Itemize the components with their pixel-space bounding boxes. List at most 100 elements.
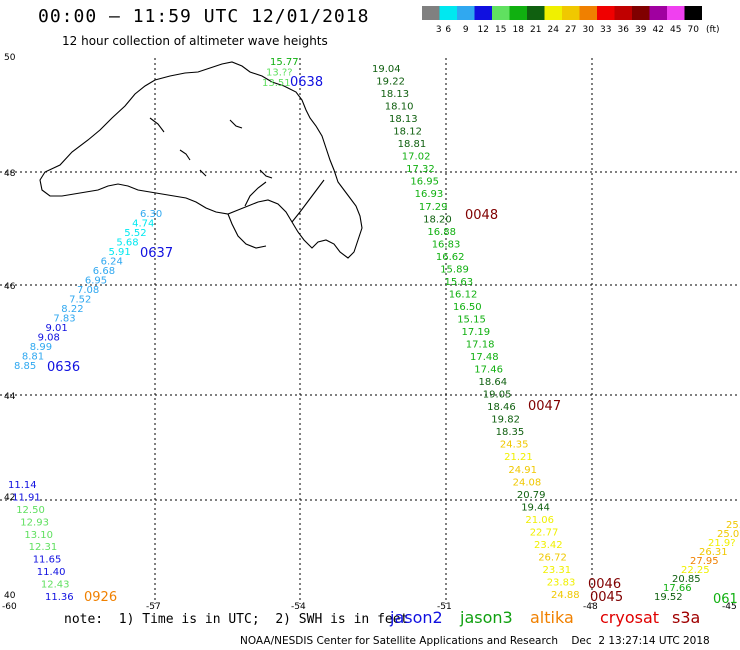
legend-swatch-15 [492,6,510,20]
lon-label-57: -57 [146,602,161,610]
legend-label-27: 27 [565,25,576,35]
wave-height-map: 50 48 46 44 42 40 -60 -57 -54 -51 -48 -4… [0,53,740,610]
track-b-value: 18.35 [496,427,525,438]
track-c-value: 5.68 [116,238,138,249]
track-b-value: 16.12 [449,289,478,300]
track-c-value: 5.52 [124,228,146,239]
track-e-value: 27.95 [690,556,719,567]
track-b-value: 18.20 [423,214,452,225]
legend-swatch-42 [649,6,667,20]
track-b-value: 19.04 [372,64,401,75]
track-b-value: 19.22 [376,77,405,88]
legend-label-9: 9 [463,25,469,35]
legend-label-15: 15 [495,25,506,35]
page-title: 00:00 – 11:59 UTC 12/01/2018 [38,6,370,27]
legend-swatch-33 [597,6,615,20]
pass-label-061: 061 [713,592,738,607]
track-d-value: 11.40 [37,567,66,578]
track-b-value: 15.63 [445,277,474,288]
pass-label-0636: 0636 [47,360,80,375]
track-b-value: 17.18 [466,340,495,351]
credit-line: NOAA/NESDIS Center for Satellite Applica… [240,635,710,647]
legend-label-3: 3 [436,25,442,35]
track-b-value: 22.77 [530,527,559,538]
track-e-value: 20.85 [672,574,701,585]
units-note: note: 1) Time is in UTC; 2) SWH is in fe… [64,612,409,627]
track-b-value: 24.91 [508,465,537,476]
legend-swatch-24 [544,6,562,20]
pass-time-labels: 0638 0637 0636 0048 0047 0046 0045 0926 … [47,75,738,607]
track-b-value: 18.46 [487,402,516,413]
lon-label-60: -60 [2,602,17,610]
legend-swatch-36 [614,6,632,20]
track-b-value: 17.32 [406,164,435,175]
track-d-value: 11.91 [12,492,41,503]
track-b-value: 18.13 [381,89,410,100]
legend-label-30: 30 [583,25,595,35]
legend-label-21: 21 [530,25,541,35]
track-b-value: 15.15 [457,315,486,326]
satellite-jason2: jason2 [390,608,443,627]
track-b-value: 23.42 [534,540,563,551]
track-b-value: 23.31 [543,565,572,576]
track-c-value: 5.91 [109,247,131,258]
track-b-value: 17.48 [470,352,499,363]
track-c-value: 8.85 [14,361,36,372]
page-subtitle: 12 hour collection of altimeter wave hei… [62,34,328,48]
track-c-value: 8.22 [61,304,83,315]
track-b-value: 26.72 [538,552,567,563]
legend-label-36: 36 [618,25,630,35]
track-c-value: 7.52 [69,295,91,306]
track-c-value: 6.30 [140,209,162,220]
track-a-value: 13.?? [266,68,293,79]
track-e-value: 19.52 [654,592,683,603]
legend-label-42: 42 [653,25,664,35]
track-b-value: 16.50 [453,302,482,313]
track-b-value: 24.35 [500,440,529,451]
pass-label-0926: 0926 [84,590,117,605]
lat-label-40: 40 [4,591,16,601]
track-c-value: 8.81 [22,352,44,363]
satellite-cryosat: cryosat [600,608,660,627]
track-d-value: 13.10 [24,530,53,541]
track-d-value: 11.65 [33,555,62,566]
legend-swatch-30 [579,6,597,20]
legend-label-45: 45 [670,25,681,35]
track-b-value: 18.64 [479,377,508,388]
lat-lon-grid [0,58,740,604]
color-legend: 3 6 9 12 15 18 21 24 27 30 33 36 39 42 45 70 (ft) [422,6,720,35]
track-d-value: 11.36 [45,592,74,603]
legend-swatch-39 [632,6,650,20]
legend-label-24: 24 [548,25,560,35]
legend-swatch-70 [684,6,702,20]
satellite-altika: altika [530,608,574,627]
pass-label-0638: 0638 [290,75,323,90]
track-c-value: 9.08 [38,333,60,344]
track-e-value: 21.9? [708,538,736,549]
track-d-value: 12.43 [41,580,70,591]
legend-label-39: 39 [635,25,647,35]
track-b-value: 17.29 [419,202,448,213]
track-c-value: 6.95 [85,276,107,287]
track-b-value: 19.82 [491,415,520,426]
lat-label-42: 42 [4,493,15,503]
track-b-value: 17.02 [402,152,431,163]
pass-label-0046: 0046 [588,577,621,592]
legend-swatch-18 [509,6,527,20]
legend-label-12: 12 [478,25,489,35]
track-e-value: 26.31 [699,547,728,558]
axis-labels: 50 48 46 44 42 40 -60 -57 -54 -51 -48 -4… [2,53,737,610]
lon-label-51: -51 [437,602,452,610]
track-b-value: 16.83 [432,239,461,250]
track-e-value: 17.66 [663,583,692,594]
track-b-value: 15.89 [440,264,469,275]
track-b-value: 17.19 [462,327,491,338]
lat-label-44: 44 [4,392,16,402]
legend-swatch-21 [527,6,545,20]
footer-notes: note: 1) Time is in UTC; 2) SWH is in fe… [0,606,740,650]
track-b-value: 19.44 [521,502,550,513]
track-c-value: 6.68 [93,266,115,277]
legend-label-18: 18 [513,25,525,35]
pass-label-0637: 0637 [140,246,173,261]
track-c-value: 7.83 [53,314,75,325]
